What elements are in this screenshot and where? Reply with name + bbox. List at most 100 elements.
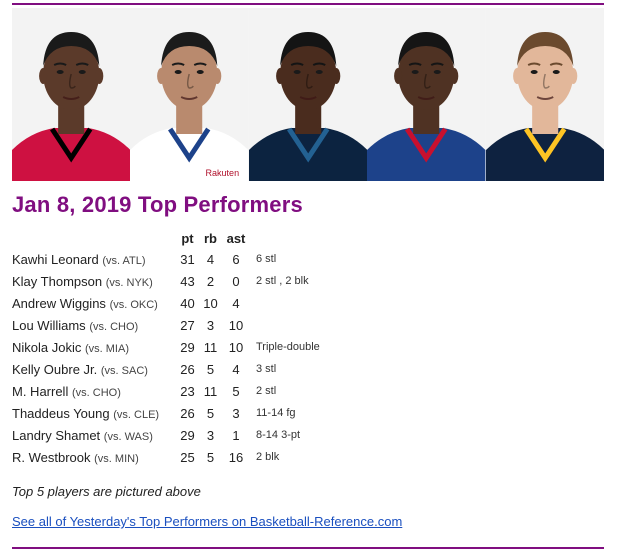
top-performers-table: pt rb ast Kawhi Leonard (vs. ATL) 31 4 6 6 s…	[12, 228, 320, 468]
player-name: Thaddeus Young	[12, 405, 110, 421]
opponent: (vs. NYK)	[105, 276, 153, 289]
assists-cell: 16	[228, 449, 244, 465]
opponent: (vs. CLE)	[113, 408, 160, 421]
rebounds-cell: 4	[206, 251, 215, 267]
opponent: (vs. OKC)	[109, 298, 158, 311]
rebounds-cell: 5	[206, 361, 215, 377]
player-name: Andrew Wiggins	[12, 295, 106, 311]
player-portrait-graphic	[248, 8, 368, 181]
player-cell: Landry Shamet (vs. WAS)	[12, 424, 176, 446]
player-cell: Andrew Wiggins (vs. OKC)	[12, 292, 176, 314]
note-cell: 2 stl	[256, 385, 277, 397]
player-photo-4	[367, 8, 486, 181]
player-cell: Lou Williams (vs. CHO)	[12, 314, 176, 336]
points-cell: 26	[180, 361, 195, 377]
points-cell: 29	[180, 427, 195, 443]
table-body: Kawhi Leonard (vs. ATL) 31 4 6 6 stl Klay Tho…	[12, 248, 320, 468]
opponent: (vs. CHO)	[71, 386, 121, 399]
player-name: R. Westbrook	[12, 449, 91, 465]
rebounds-cell: 10	[203, 295, 218, 311]
points-cell: 40	[180, 295, 195, 311]
note-cell: 2 stl , 2 blk	[256, 275, 309, 287]
page-title: Jan 8, 2019 Top Performers	[12, 192, 303, 217]
table-row: Andrew Wiggins (vs. OKC) 40 10 4	[12, 292, 320, 314]
player-name: M. Harrell	[12, 383, 69, 399]
note-cell: 8-14 3-pt	[256, 429, 301, 441]
player-cell: Nikola Jokic (vs. MIA)	[12, 336, 176, 358]
opponent: (vs. ATL)	[102, 254, 146, 267]
header-assists: ast	[226, 230, 246, 246]
table-row: Landry Shamet (vs. WAS) 29 3 1 8-14 3-pt	[12, 424, 320, 446]
note-cell	[250, 314, 320, 336]
points-cell: 29	[180, 339, 195, 355]
player-photo-2: Rakuten	[130, 8, 249, 181]
player-cell: Kelly Oubre Jr. (vs. SAC)	[12, 358, 176, 380]
bottom-divider	[12, 547, 604, 549]
assists-cell: 10	[228, 339, 244, 355]
rebounds-cell: 11	[203, 339, 218, 355]
opponent: (vs. MIA)	[84, 342, 129, 355]
assists-cell: 5	[232, 383, 240, 399]
points-cell: 26	[180, 405, 195, 421]
assists-cell: 10	[228, 317, 244, 333]
assists-cell: 3	[232, 405, 240, 421]
player-name: Klay Thompson	[12, 273, 103, 289]
opponent: (vs. CHO)	[89, 320, 139, 333]
points-cell: 25	[180, 449, 195, 465]
table-row: Kelly Oubre Jr. (vs. SAC) 26 5 4 3 stl	[12, 358, 320, 380]
header-player	[12, 228, 176, 248]
note-cell: Triple-double	[256, 341, 320, 353]
points-cell: 31	[180, 251, 195, 267]
rebounds-cell: 2	[206, 273, 215, 289]
assists-cell: 4	[232, 295, 240, 311]
player-portrait-graphic	[12, 8, 131, 181]
table-row: Klay Thompson (vs. NYK) 43 2 0 2 stl , 2 blk	[12, 270, 320, 292]
top-divider	[12, 3, 604, 5]
player-photo-1	[12, 8, 131, 181]
assists-cell: 1	[232, 427, 240, 443]
header-notes	[250, 228, 320, 248]
rebounds-cell: 3	[206, 427, 215, 443]
assists-cell: 4	[232, 361, 240, 377]
rebounds-cell: 3	[206, 317, 215, 333]
opponent: (vs. SAC)	[100, 364, 148, 377]
points-cell: 43	[180, 273, 195, 289]
player-photo-3	[248, 8, 368, 181]
points-cell: 27	[180, 317, 195, 333]
assists-cell: 0	[232, 273, 240, 289]
rebounds-cell: 5	[206, 405, 215, 421]
table-row: Nikola Jokic (vs. MIA) 29 11 10 Triple-doubl…	[12, 336, 320, 358]
player-name: Nikola Jokic	[12, 339, 82, 355]
rebounds-cell: 11	[203, 383, 218, 399]
player-name: Kelly Oubre Jr.	[12, 361, 98, 377]
rebounds-cell: 5	[206, 449, 215, 465]
note-cell: 11-14 fg	[256, 407, 296, 419]
player-name: Kawhi Leonard	[12, 251, 99, 267]
table-row: Thaddeus Young (vs. CLE) 26 5 3 11-14 fg	[12, 402, 320, 424]
player-cell: R. Westbrook (vs. MIN)	[12, 446, 176, 468]
header-rebounds: rb	[204, 230, 217, 246]
note-cell	[250, 292, 320, 314]
points-cell: 23	[180, 383, 195, 399]
assists-cell: 6	[232, 251, 240, 267]
player-name: Lou Williams	[12, 317, 86, 333]
player-portrait-graphic	[485, 8, 604, 181]
table-row: Lou Williams (vs. CHO) 27 3 10	[12, 314, 320, 336]
note-cell: 3 stl	[256, 363, 277, 375]
player-photo-5	[485, 8, 604, 181]
basketball-reference-link[interactable]: See all of Yesterday's Top Performers on…	[12, 514, 403, 529]
header-points: pt	[181, 230, 194, 246]
player-photo-strip: Rakuten	[12, 8, 604, 181]
player-cell: M. Harrell (vs. CHO)	[12, 380, 176, 402]
player-name: Landry Shamet	[12, 427, 101, 443]
player-cell: Thaddeus Young (vs. CLE)	[12, 402, 176, 424]
player-cell: Kawhi Leonard (vs. ATL)	[12, 248, 176, 270]
opponent: (vs. MIN)	[94, 452, 139, 465]
pictured-note: Top 5 players are pictured above	[12, 484, 201, 499]
player-portrait-graphic	[367, 8, 486, 181]
table-row: M. Harrell (vs. CHO) 23 11 5 2 stl	[12, 380, 320, 402]
opponent: (vs. WAS)	[103, 430, 153, 443]
note-cell: 6 stl	[256, 253, 277, 265]
player-cell: Klay Thompson (vs. NYK)	[12, 270, 176, 292]
svg-text:Rakuten: Rakuten	[206, 168, 240, 178]
